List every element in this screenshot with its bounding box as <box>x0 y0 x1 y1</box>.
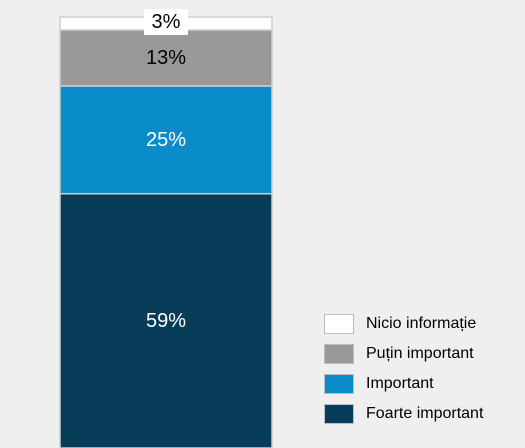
legend-item-nicio-informatie: Nicio informație <box>324 309 483 339</box>
bar-segment-important <box>59 85 273 195</box>
legend-swatch-nicio-informatie <box>324 314 354 334</box>
data-label-bg-nicio-informatie <box>144 9 188 35</box>
bar-segment-foarte-important <box>59 192 273 448</box>
legend-swatch-important <box>324 374 354 394</box>
legend-label-important: Important <box>366 375 434 392</box>
legend-item-putin-important: Puțin important <box>324 339 483 369</box>
data-label-nicio-informatie: 3% <box>152 11 181 33</box>
data-label-foarte-important: 59% <box>146 310 186 332</box>
data-label-putin-important: 13% <box>146 47 186 69</box>
legend-label-nicio-informatie: Nicio informație <box>366 315 477 332</box>
legend-label-foarte-important: Foarte important <box>366 405 484 422</box>
legend-swatch-putin-important <box>324 344 354 364</box>
chart-legend: Nicio informație Puțin important Importa… <box>324 309 483 429</box>
bar-segment-putin-important <box>59 29 273 87</box>
data-label-important: 25% <box>146 129 186 151</box>
legend-item-foarte-important: Foarte important <box>324 399 483 429</box>
legend-label-putin-important: Puțin important <box>366 345 474 362</box>
legend-swatch-foarte-important <box>324 404 354 424</box>
legend-item-important: Important <box>324 369 483 399</box>
